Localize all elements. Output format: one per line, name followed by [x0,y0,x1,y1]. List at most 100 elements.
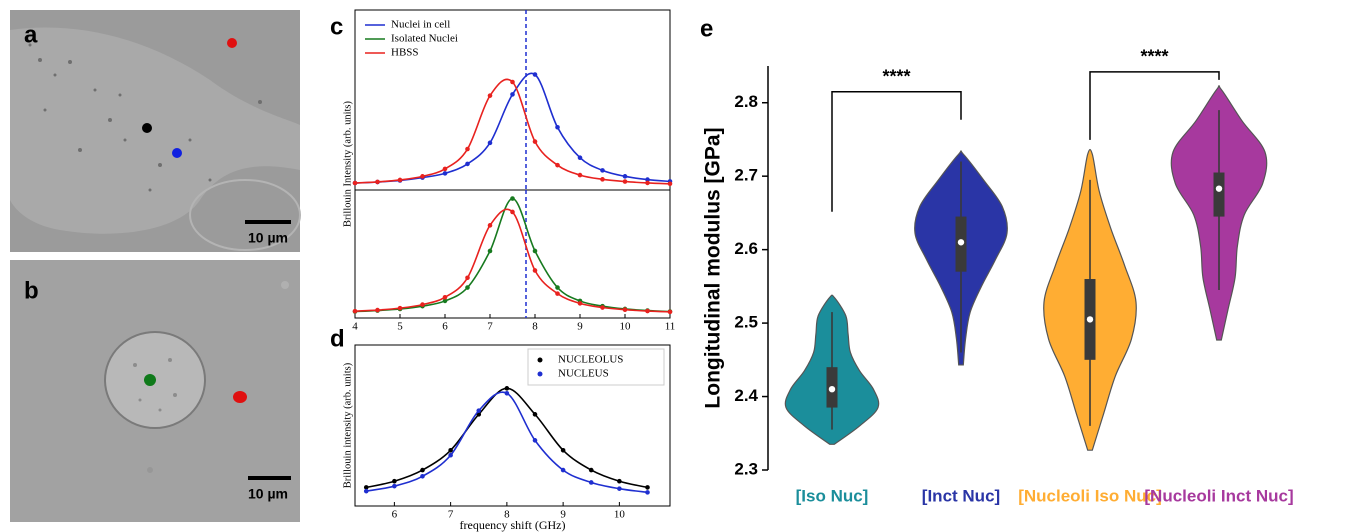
data-point [622,307,628,313]
data-point [375,307,380,313]
data-point [645,308,650,314]
data-point [487,140,493,146]
data-point [476,408,482,413]
data-point [448,447,453,453]
x-tick-label: [Inct Nuc] [922,486,1000,505]
data-point [510,196,515,201]
median [1215,185,1223,192]
data-point [622,179,628,184]
data-point [577,172,583,178]
data-point [352,308,358,314]
median [957,239,965,246]
fit-line [366,387,648,489]
data-point [420,302,425,307]
x-tick-label: 7 [448,509,454,521]
x-tick-label: 9 [577,321,583,333]
data-point [510,92,515,97]
data-point [465,285,470,290]
data-point [617,486,622,491]
data-point [667,309,673,315]
data-point [600,177,605,182]
y-tick-label: 2.5 [734,313,758,332]
y-axis-label: Brillouin intensity (arb. units) [342,362,353,488]
data-point [600,168,605,173]
y-tick-label: 2.3 [734,459,758,478]
significance-bracket [831,90,962,212]
data-point [487,223,493,228]
data-point [363,488,369,494]
data-point [645,490,650,495]
x-tick-label: 5 [397,321,403,333]
data-point [504,391,510,396]
y-tick-label: 2.8 [734,92,758,111]
median [1086,316,1094,323]
data-point [645,177,650,182]
data-point [442,166,448,172]
data-point [555,125,560,130]
x-axis-label: frequency shift (GHz) [460,518,566,532]
box [1213,172,1225,217]
micrograph-a [10,10,301,252]
data-point [645,180,650,186]
panel-label: e [700,15,713,42]
x-tick-label: 6 [392,509,398,521]
legend-marker [537,357,543,363]
data-point [442,171,448,176]
fit-line [354,208,671,313]
data-point [363,485,369,490]
panel-label: d [330,325,345,352]
data-point [667,181,673,187]
data-point [487,93,493,98]
median [828,386,836,393]
panel-label: a [24,21,38,48]
panel-label: c [330,13,343,40]
y-axis-label: Longitudinal modulus [GPa] [702,127,725,408]
scale-bar-label: 10 µm [248,230,288,246]
data-point [510,209,515,215]
x-tick-label: 10 [614,509,626,521]
fit-line [354,197,671,313]
significance-label: **** [1140,47,1168,67]
y-tick-label: 2.4 [734,386,758,405]
data-point [375,179,380,185]
data-point [532,412,538,417]
data-point [465,146,470,152]
data-point [465,275,470,281]
significance-label: **** [882,66,910,86]
legend-label: NUCLEUS [558,368,609,380]
x-tick-label: 10 [620,321,632,333]
data-point [442,298,448,304]
x-tick-label: 11 [665,321,676,333]
data-point [617,478,622,484]
data-point [510,79,515,85]
data-point [392,483,397,489]
data-point [560,447,566,453]
data-point [588,480,594,485]
legend-marker [537,371,543,377]
y-tick-label: 2.7 [734,166,758,185]
scale-bar-label: 10 µm [248,486,288,502]
data-point [397,305,403,311]
data-point [555,291,560,296]
data-point [532,139,538,144]
data-point [645,485,650,490]
data-point [560,467,566,473]
legend-label: HBSS [391,47,419,59]
data-point [555,285,560,290]
data-point [397,177,403,183]
data-point [420,467,425,473]
data-point [420,473,425,479]
legend-label: Isolated Nuclei [391,33,458,45]
x-tick-label: [Iso Nuc] [796,486,869,505]
fit-line [366,391,648,494]
x-tick-label: 7 [487,321,493,333]
data-point [588,467,594,473]
plot-frame [354,189,671,319]
data-point [448,452,453,458]
data-point [532,248,538,254]
data-point [555,162,560,168]
plot-frame [354,344,671,507]
data-point [532,72,538,77]
data-point [504,386,510,391]
